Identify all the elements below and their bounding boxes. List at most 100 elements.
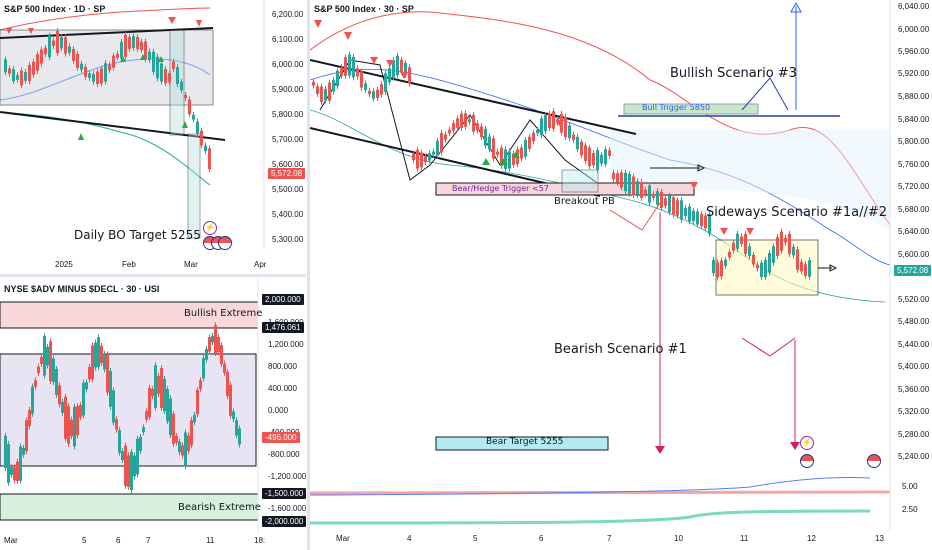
us-flag-icon[interactable]	[218, 236, 232, 250]
candle-body	[528, 136, 531, 149]
candle-body	[10, 467, 13, 475]
intraday-y-tick: 5,880.00	[898, 92, 930, 101]
candle-body	[28, 64, 31, 82]
candle-body	[640, 182, 643, 198]
intraday-x-tick: 10	[674, 534, 683, 543]
intraday-y-tick: 5,240.00	[898, 452, 930, 461]
intraday-y-tick: 5,800.00	[898, 137, 930, 146]
candle-body	[214, 325, 217, 354]
breadth-y-tick: -1,200.000	[268, 472, 306, 481]
candle-body	[784, 237, 787, 243]
candle-body	[376, 89, 379, 98]
daily-bo-target-label: Daily BO Target 5255	[74, 228, 201, 242]
daily-y-tick: 6,000.00	[272, 60, 304, 69]
bull-trigger-label: Bull Trigger 5850	[642, 103, 711, 112]
candle-body	[226, 371, 229, 397]
candle-body	[468, 119, 471, 123]
breadth-chart-panel[interactable]: NYSE $ADV MINUS $DECL · 30 · USI Bullish…	[0, 278, 306, 550]
candle-body	[44, 47, 47, 55]
breadth-level-tag: 2,000.000	[262, 294, 304, 305]
candle-body	[140, 41, 143, 51]
daily-chart-panel[interactable]: S&P 500 Index · 1D · SP 6,200.00 6,100.0…	[0, 0, 306, 272]
candle-body	[160, 63, 163, 82]
candle-body	[139, 437, 142, 451]
candle-body	[712, 259, 715, 274]
panel-divider-vertical[interactable]	[307, 0, 310, 550]
candle-body	[488, 136, 491, 150]
candle-body	[780, 231, 783, 251]
candle-body	[676, 200, 679, 216]
candle-body	[348, 54, 351, 76]
daily-x-tick: Apr	[254, 260, 267, 269]
candle-body	[130, 451, 133, 491]
candle-body	[732, 242, 735, 251]
candle-body	[132, 36, 135, 48]
candle-body	[412, 153, 415, 161]
candle-body	[204, 145, 207, 152]
candle-body	[36, 54, 39, 71]
bullish-scenario-label: Bullish Scenario #3	[670, 66, 797, 81]
candle-body	[43, 335, 46, 376]
candle-body	[142, 427, 145, 433]
candle-body	[652, 194, 655, 198]
candle-body	[121, 451, 124, 461]
candle-body	[632, 176, 635, 196]
candle-body	[700, 213, 703, 227]
candle-body	[760, 262, 763, 277]
candle-body	[372, 91, 375, 99]
bear-target-label: Bear Target 5255	[486, 437, 564, 447]
candle-body	[196, 389, 199, 415]
bearish-extreme-label: Bearish Extreme	[178, 502, 261, 513]
candle-body	[464, 113, 467, 127]
breakout-pb-label: Breakout PB	[554, 196, 615, 207]
candle-body	[127, 455, 130, 487]
candle-body	[616, 173, 619, 183]
candle-body	[328, 82, 331, 101]
candle-body	[580, 141, 583, 156]
candle-body	[692, 210, 695, 222]
daily-y-tick: 5,500.00	[272, 185, 304, 194]
breadth-y-tick: -800.000	[268, 450, 300, 459]
intraday-chart-panel[interactable]: S&P 500 Index · 30 · SP Bullish Scenario…	[310, 0, 932, 550]
us-flag-icon[interactable]	[800, 454, 814, 468]
candle-body	[356, 68, 359, 77]
panel-divider-horizontal[interactable]	[0, 274, 306, 277]
candle-body	[728, 251, 731, 258]
candle-body	[396, 55, 399, 76]
candle-body	[220, 345, 223, 365]
candle-body	[49, 341, 52, 382]
candle-body	[164, 68, 167, 84]
daily-y-tick: 5,900.00	[272, 85, 304, 94]
candle-body	[223, 363, 226, 373]
candle-body	[232, 411, 235, 420]
us-flag-icon[interactable]	[867, 454, 881, 468]
candle-body	[592, 153, 595, 166]
lightning-icon[interactable]: ⚡	[203, 221, 217, 235]
bearish-scenario-label: Bearish Scenario #1	[554, 342, 687, 357]
candle-body	[208, 337, 211, 352]
intraday-y-tick: 6,000.00	[898, 25, 930, 34]
intraday-y-tick: 5,960.00	[898, 47, 930, 56]
candle-body	[792, 246, 795, 256]
candle-body	[70, 419, 73, 437]
candle-body	[800, 261, 803, 272]
daily-candles	[4, 27, 211, 173]
candle-body	[238, 428, 241, 445]
candle-body	[404, 62, 407, 76]
intraday-chart-canvas	[310, 0, 891, 530]
breadth-y-tick: -1,600.000	[268, 504, 306, 513]
candle-body	[20, 70, 23, 86]
candle-body	[740, 236, 743, 245]
candle-body	[208, 148, 211, 170]
candle-body	[408, 67, 411, 84]
candle-body	[584, 145, 587, 161]
candle-body	[588, 147, 591, 167]
candle-body	[28, 409, 31, 427]
candle-body	[188, 99, 191, 115]
candle-body	[79, 404, 82, 418]
daily-y-tick: 5,300.00	[272, 235, 304, 244]
candle-body	[176, 67, 179, 84]
lightning-icon[interactable]: ⚡	[800, 436, 814, 450]
intraday-y-tick: 5,640.00	[898, 227, 930, 236]
candle-body	[16, 461, 19, 481]
